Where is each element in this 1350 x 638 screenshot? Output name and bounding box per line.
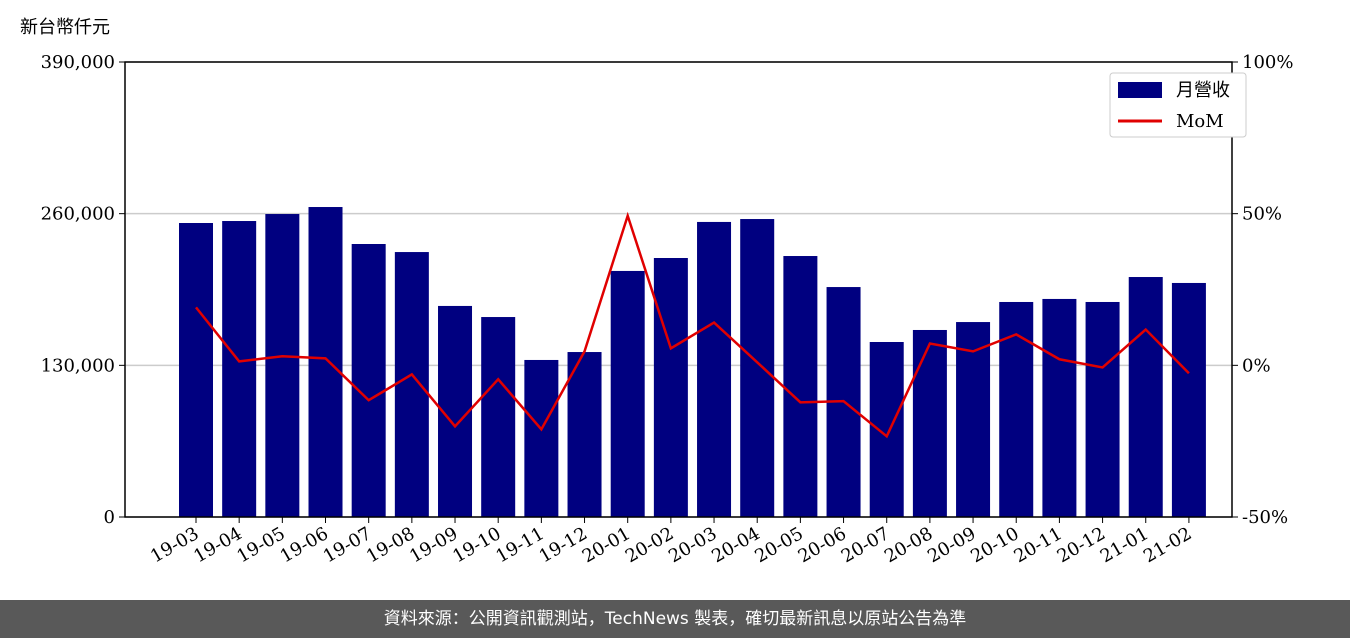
x-tick-label: 20-04 xyxy=(708,523,763,567)
y2-tick-label: 0% xyxy=(1242,355,1271,376)
y2-tick-label: -50% xyxy=(1242,507,1288,528)
x-tick-label: 20-01 xyxy=(579,523,634,567)
x-tick-label: 19-11 xyxy=(492,523,547,567)
x-tick-label: 19-12 xyxy=(536,523,591,567)
legend-swatch xyxy=(1118,82,1162,98)
x-tick-label: 20-06 xyxy=(795,523,850,567)
bar xyxy=(740,219,775,518)
bar xyxy=(1042,298,1077,517)
bar xyxy=(1128,277,1163,517)
bar xyxy=(1171,282,1206,517)
legend-label: MoM xyxy=(1176,111,1224,132)
x-tick-label: 21-02 xyxy=(1140,523,1195,567)
bar xyxy=(912,329,947,517)
line xyxy=(195,211,1190,439)
bar xyxy=(265,214,300,517)
x-tick-label: 20-05 xyxy=(751,523,806,567)
bar xyxy=(179,223,213,517)
x-tick-label: 20-11 xyxy=(1010,523,1065,567)
bar xyxy=(610,270,645,517)
x-tick-label: 20-07 xyxy=(838,523,893,567)
x-tick-label: 19-05 xyxy=(233,523,288,567)
x-tick-label: 20-02 xyxy=(622,523,677,567)
y-tick-label: 0 xyxy=(104,507,115,528)
x-tick-label: 19-06 xyxy=(277,523,332,567)
bar xyxy=(351,244,386,517)
x-tick-label: 19-09 xyxy=(406,523,461,567)
bar xyxy=(524,359,559,517)
bar xyxy=(697,221,732,517)
x-tick-label: 19-07 xyxy=(320,523,375,567)
bar xyxy=(1085,301,1120,517)
y2-tick-label: 100% xyxy=(1242,52,1293,73)
chart: 新台幣仟元 0 130,000 260,000 390,000 -50% 0% 50% 100… xyxy=(20,17,1293,567)
x-tick-label: 20-12 xyxy=(1054,523,1109,567)
bar xyxy=(567,352,602,517)
bar xyxy=(956,322,991,517)
bar xyxy=(222,221,257,517)
bar xyxy=(653,258,688,517)
x-tick-label: 20-08 xyxy=(881,523,936,567)
bar xyxy=(308,207,343,517)
y-tick-label: 390,000 xyxy=(41,52,115,73)
bar xyxy=(481,317,516,517)
x-tick-label: 19-10 xyxy=(449,523,504,567)
legend-label: 月營收 xyxy=(1176,80,1230,101)
y2-tick-label: 50% xyxy=(1242,204,1282,225)
x-tick-label: 19-03 xyxy=(147,523,202,567)
y-tick-label: 260,000 xyxy=(41,204,115,225)
x-tick-label: 20-10 xyxy=(967,523,1022,567)
y-axis-title: 新台幣仟元 xyxy=(20,17,110,38)
x-tick-label: 21-01 xyxy=(1097,523,1152,567)
bar xyxy=(783,256,818,517)
bar xyxy=(869,342,904,517)
plot-frame xyxy=(124,61,1233,518)
x-tick-label: 19-08 xyxy=(363,523,418,567)
x-tick-label: 20-09 xyxy=(924,523,979,567)
x-tick-label: 20-03 xyxy=(665,523,720,567)
footer: 資料來源：公開資訊觀測站，TechNews 製表，確切最新訊息以原站公告為準 xyxy=(0,600,1350,638)
bar xyxy=(394,252,429,518)
y-tick-label: 130,000 xyxy=(41,355,115,376)
x-tick-label: 19-04 xyxy=(190,523,245,567)
